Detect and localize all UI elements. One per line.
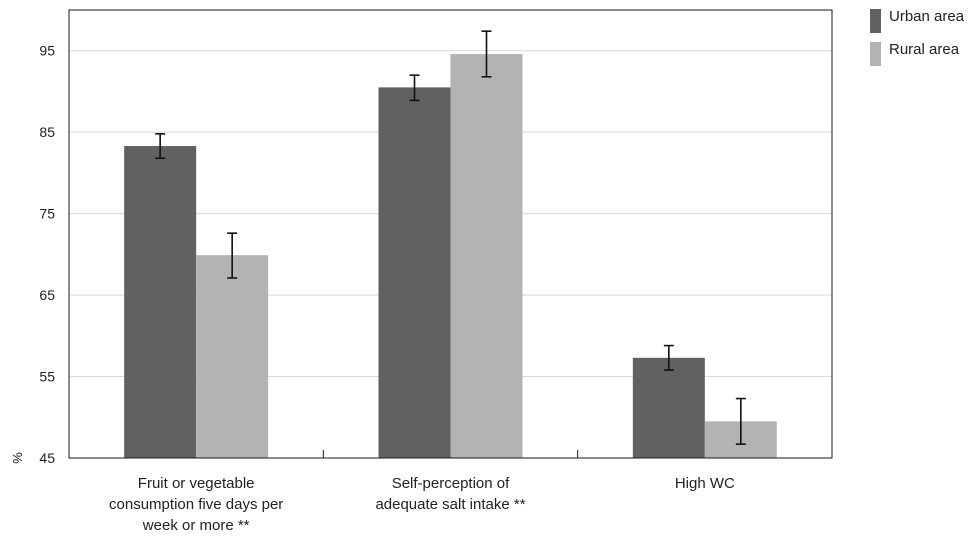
legend-label: Urban area xyxy=(889,8,965,25)
error-bars xyxy=(155,30,746,445)
y-tick-label: 55 xyxy=(39,369,55,385)
bar xyxy=(124,146,197,458)
x-category-label: Self-perception of xyxy=(392,475,510,492)
labels: 45 55 65 75 85 95% Fruit or vegetable consumpti… xyxy=(10,43,735,534)
legend-swatch xyxy=(870,42,881,66)
legend: Urban area Rural area xyxy=(870,8,965,66)
y-tick-label: 95 xyxy=(39,43,55,59)
x-category-label: High WC xyxy=(675,475,735,492)
bar xyxy=(196,255,269,458)
bars xyxy=(124,53,777,459)
x-category-label: Fruit or vegetable xyxy=(138,475,255,492)
bar xyxy=(450,53,523,459)
y-axis-label: % xyxy=(10,452,25,464)
x-category-label: week or more ** xyxy=(142,517,250,534)
legend-swatch xyxy=(870,9,881,33)
plot-frame xyxy=(68,9,833,459)
bar xyxy=(632,357,705,458)
y-tick-label: 85 xyxy=(39,124,55,140)
y-tick-label: 75 xyxy=(39,206,55,222)
legend-label: Rural area xyxy=(889,41,960,58)
y-tick-label: 45 xyxy=(39,450,55,466)
x-category-label: consumption five days per xyxy=(109,496,283,513)
y-tick-label: 65 xyxy=(39,287,55,303)
bar xyxy=(378,87,451,458)
axes xyxy=(68,9,833,459)
x-category-label: adequate salt intake ** xyxy=(375,496,525,513)
